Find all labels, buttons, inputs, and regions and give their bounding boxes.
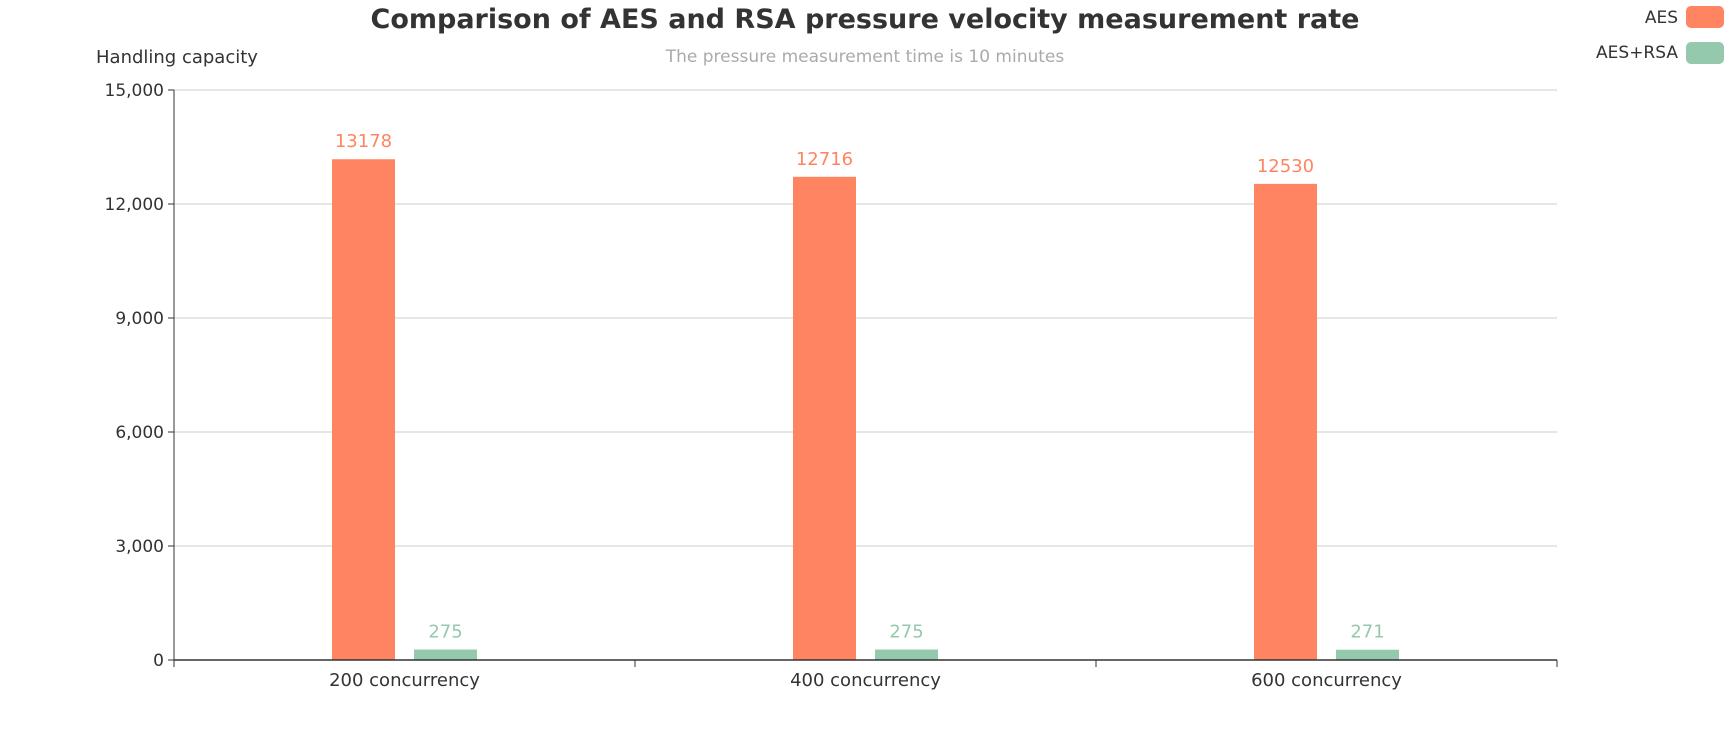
y-axis-label: Handling capacity: [96, 47, 258, 68]
y-tick-label: 9,000: [115, 309, 164, 329]
y-tick-label: 0: [153, 651, 164, 671]
legend-item-aes[interactable]: AES: [1645, 6, 1724, 28]
data-label: 12716: [796, 149, 853, 170]
data-label: 271: [1350, 622, 1384, 643]
legend-label-aes: AES: [1645, 8, 1678, 28]
legend-swatch-aes-rsa: [1686, 42, 1724, 64]
data-label: 275: [889, 622, 923, 643]
bars-group: 13178 275 12716 275 12530 271: [332, 131, 1399, 661]
y-tick-label: 3,000: [115, 537, 164, 557]
bar[interactable]: [1336, 649, 1399, 660]
y-tick-label: 6,000: [115, 423, 164, 443]
x-tick-label: 200 concurrency: [329, 670, 480, 691]
legend-swatch-aes: [1686, 6, 1724, 28]
data-label: 275: [428, 622, 462, 643]
x-tick-label: 600 concurrency: [1251, 670, 1402, 691]
bar[interactable]: [332, 159, 395, 660]
legend-label-aes-rsa: AES+RSA: [1596, 43, 1678, 63]
data-label: 12530: [1257, 156, 1314, 177]
legend-item-aes-rsa[interactable]: AES+RSA: [1596, 42, 1724, 64]
legend[interactable]: AES AES+RSA: [1596, 6, 1724, 64]
bar[interactable]: [414, 649, 477, 660]
bar[interactable]: [875, 649, 938, 660]
y-axis: 0 3,000 6,000 9,000 12,000 15,000: [105, 81, 175, 671]
y-tick-label: 15,000: [105, 81, 164, 101]
bar[interactable]: [1254, 183, 1317, 661]
y-tick-label: 12,000: [105, 195, 164, 215]
x-tick-label: 400 concurrency: [790, 670, 941, 691]
data-label: 13178: [335, 131, 392, 152]
x-axis: 200 concurrency 400 concurrency 600 concur…: [173, 659, 1558, 691]
gridlines: [174, 89, 1557, 547]
chart-subtitle: The pressure measurement time is 10 minu…: [665, 47, 1065, 67]
chart-title: Comparison of AES and RSA pressure veloc…: [371, 4, 1360, 35]
bar[interactable]: [793, 176, 856, 661]
